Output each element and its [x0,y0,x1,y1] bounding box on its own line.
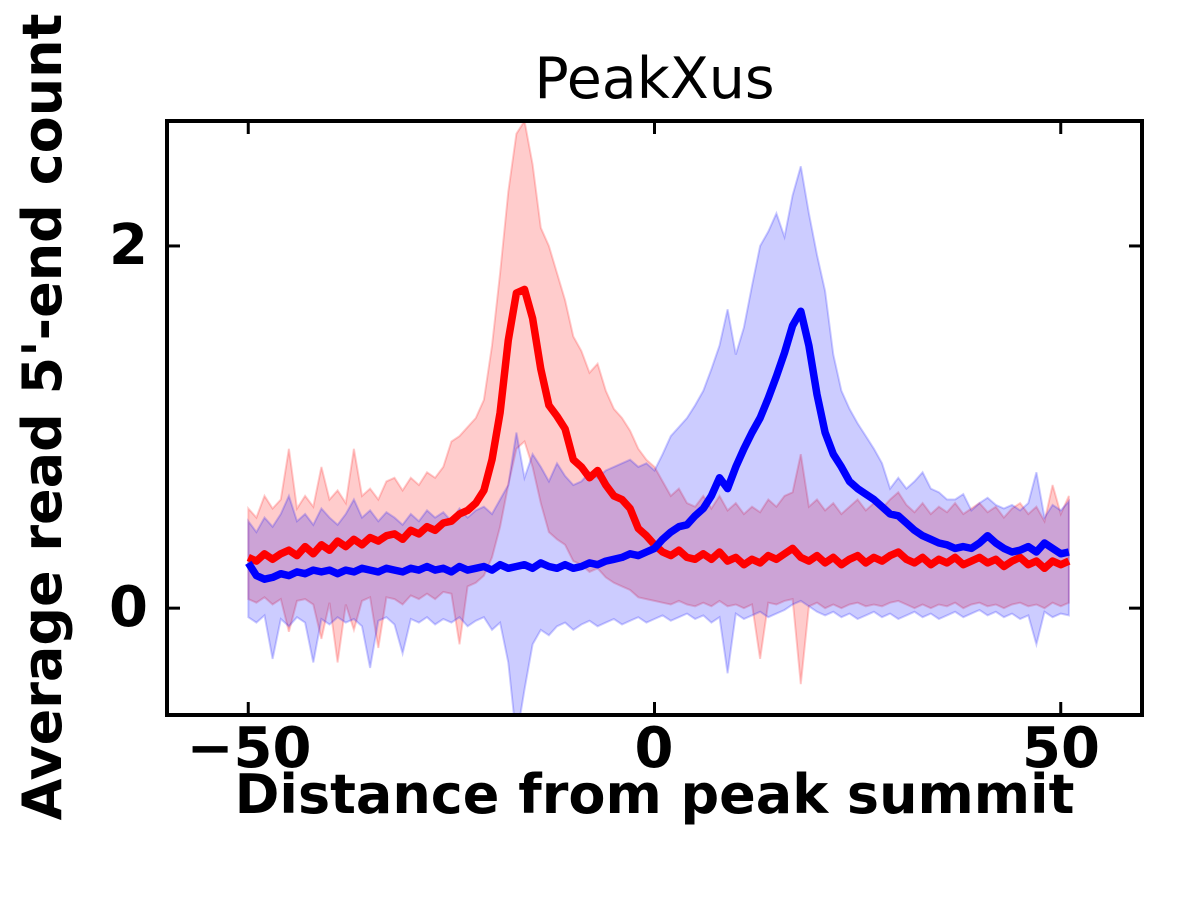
x-tick-label-50: 50 [1022,716,1100,781]
y-tick-label-2: 2 [109,213,148,278]
x-tick-label-minus-50: −50 [186,716,312,781]
data-layer [245,121,1071,715]
y-tick-label-0: 0 [109,575,148,640]
y-axis-label: Average read 5'-end count [11,13,74,821]
blue-mean-line [245,307,1070,583]
red-confidence-band [247,121,1070,685]
x-tick-label-0: 0 [634,716,674,781]
blue-confidence-band [247,166,1070,715]
chart-title: PeakXus [534,46,775,112]
x-axis-label: Distance from peak summit [234,763,1075,826]
